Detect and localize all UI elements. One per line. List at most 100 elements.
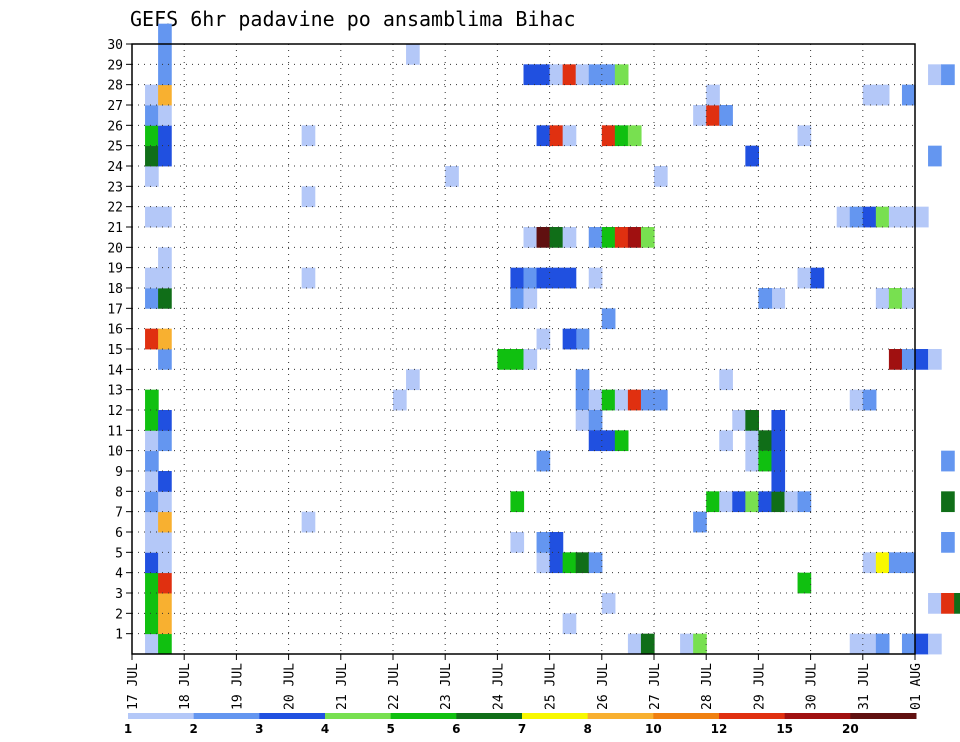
heatmap-cell — [627, 227, 642, 248]
heatmap-cell — [941, 450, 955, 472]
heatmap-cell — [158, 64, 172, 86]
heatmap-cell — [719, 491, 733, 513]
heatmap-cell — [797, 491, 812, 513]
heatmap-cell — [601, 227, 616, 248]
heatmap-cell — [614, 125, 629, 147]
heatmap-cell — [523, 267, 538, 289]
heatmap-cell — [928, 64, 942, 86]
heatmap-cell — [901, 552, 916, 574]
colorbar-label: 4 — [321, 722, 329, 736]
x-tick-label: 26 JUL — [596, 663, 611, 710]
heatmap-cell — [588, 552, 603, 574]
heatmap-cell — [771, 288, 786, 309]
colorbar-label: 7 — [518, 722, 526, 736]
y-tick-label: 10 — [107, 445, 123, 460]
x-tick-label: 18 JUL — [178, 663, 193, 710]
heatmap-cell — [875, 633, 890, 655]
heatmap-cell — [145, 450, 159, 472]
x-tick-label: 25 JUL — [544, 663, 559, 710]
y-tick-label: 4 — [115, 567, 123, 582]
heatmap-cell — [601, 125, 616, 147]
heatmap-cell — [523, 349, 538, 370]
colorbar-segment — [456, 713, 523, 719]
heatmap-cell — [536, 450, 551, 472]
heatmap-cell — [771, 430, 786, 452]
y-tick-label: 15 — [107, 343, 123, 358]
heatmap-cell — [732, 491, 746, 513]
heatmap-cell — [510, 267, 525, 289]
heatmap-cell — [145, 288, 159, 309]
heatmap-cell — [875, 84, 890, 106]
plot-cells — [145, 23, 960, 655]
x-axis: 17 JUL 18 JUL 19 JUL 20 JUL 21 JUL 22 JUL 23 J… — [126, 654, 924, 710]
heatmap-cell — [393, 389, 407, 411]
heatmap-cell — [862, 84, 877, 106]
x-tick-label: 31 JUL — [857, 663, 872, 710]
heatmap-cell — [301, 511, 316, 533]
heatmap-cell — [888, 288, 903, 309]
heatmap-cell — [145, 471, 159, 492]
heatmap-cell — [536, 328, 551, 350]
heatmap-cell — [158, 613, 172, 635]
heatmap-cell — [158, 23, 172, 45]
heatmap-cell — [549, 267, 564, 289]
heatmap-cell — [771, 410, 786, 431]
heatmap-cell — [915, 206, 929, 228]
heatmap-cell — [849, 633, 864, 655]
heatmap-cell — [145, 410, 159, 431]
heatmap-cell — [536, 227, 551, 248]
heatmap-cell — [745, 145, 759, 167]
heatmap-cell — [797, 267, 812, 289]
heatmap-cell — [549, 532, 564, 553]
heatmap-cell — [145, 125, 159, 147]
heatmap-cell — [614, 227, 629, 248]
heatmap-cell — [575, 410, 590, 431]
y-tick-label: 26 — [107, 119, 123, 134]
heatmap-cell — [523, 64, 538, 86]
colorbar-segment — [128, 713, 195, 719]
heatmap-cell — [145, 206, 159, 228]
heatmap-cell — [875, 552, 890, 574]
heatmap-cell — [158, 471, 172, 492]
x-tick-label: 28 JUL — [700, 663, 715, 710]
colorbar-label: 6 — [452, 722, 460, 736]
y-tick-label: 2 — [115, 607, 123, 622]
y-tick-label: 9 — [115, 465, 123, 480]
heatmap-cell — [654, 389, 668, 411]
heatmap-cell — [614, 64, 629, 86]
heatmap-cell — [915, 633, 929, 655]
colorbar-segment — [325, 713, 392, 719]
heatmap-cell — [536, 552, 551, 574]
heatmap-cell — [849, 389, 864, 411]
heatmap-cell — [158, 288, 172, 309]
colorbar-label: 3 — [255, 722, 263, 736]
heatmap-cell — [836, 206, 851, 228]
heatmap-cell — [575, 552, 590, 574]
colorbar-label: 10 — [645, 722, 662, 736]
heatmap-cell — [301, 186, 316, 208]
heatmap-cell — [784, 491, 799, 513]
heatmap-cell — [158, 145, 172, 167]
heatmap-cell — [158, 206, 172, 228]
y-tick-label: 18 — [107, 282, 123, 297]
heatmap-cell — [954, 593, 960, 614]
heatmap-cell — [145, 613, 159, 635]
heatmap-cell — [510, 349, 525, 370]
heatmap-cell — [510, 288, 525, 309]
heatmap-cell — [575, 389, 590, 411]
heatmap-cell — [158, 328, 172, 350]
heatmap-cell — [601, 64, 616, 86]
heatmap-cell — [445, 166, 459, 187]
heatmap-cell — [588, 227, 603, 248]
y-tick-label: 20 — [107, 241, 123, 256]
heatmap-cell — [928, 349, 942, 370]
heatmap-cell — [654, 166, 668, 187]
heatmap-cell — [562, 267, 577, 289]
heatmap-cell — [145, 572, 159, 594]
y-tick-label: 5 — [115, 546, 123, 561]
heatmap-cell — [145, 552, 159, 574]
colorbar-segment — [784, 713, 851, 719]
heatmap-cell — [888, 552, 903, 574]
y-tick-label: 13 — [107, 384, 123, 399]
heatmap-cell — [862, 552, 877, 574]
